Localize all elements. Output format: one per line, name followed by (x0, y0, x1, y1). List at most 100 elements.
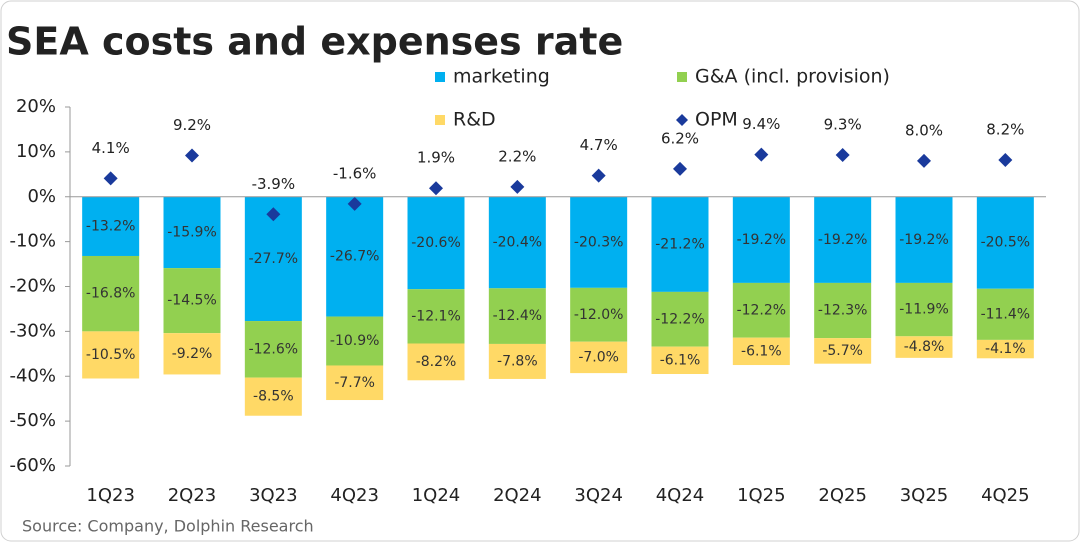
bar-segment (976, 288, 1034, 340)
data-label: -3.9% (252, 175, 296, 193)
data-label: -20.6% (411, 235, 461, 251)
legend-label: OPM (695, 109, 738, 131)
opm-marker (998, 152, 1013, 167)
bar-segment (407, 343, 465, 381)
data-label: -12.0% (574, 307, 624, 323)
bar-segment (326, 365, 384, 401)
y-tick-label: -30% (9, 320, 56, 341)
x-tick-label: 1Q25 (737, 485, 786, 506)
data-label: -13.2% (86, 218, 136, 234)
data-label: -20.5% (981, 235, 1031, 251)
bar-segment (814, 282, 872, 339)
opm-marker (266, 207, 281, 222)
data-label: 1.9% (417, 149, 455, 167)
opm-marker (510, 179, 525, 194)
legend-label: marketing (453, 66, 550, 88)
y-tick-label: -20% (9, 276, 56, 297)
data-label: -12.4% (493, 308, 543, 324)
data-label: -12.3% (818, 303, 868, 319)
legend-marker (676, 114, 688, 126)
opm-marker (185, 148, 199, 163)
opm-marker (673, 161, 687, 176)
data-label: -20.3% (574, 234, 624, 250)
legend-label: R&D (453, 109, 496, 131)
bar-segment (570, 341, 628, 374)
bar-segment (570, 196, 628, 288)
bar-segment (244, 377, 302, 416)
x-tick-label: 4Q23 (330, 485, 379, 506)
data-label: -20.4% (493, 235, 543, 251)
data-label: 8.2% (986, 120, 1024, 138)
data-label: -15.9% (167, 224, 217, 240)
opm-marker (429, 181, 443, 196)
data-label: -1.6% (333, 164, 377, 182)
opm-marker (835, 148, 850, 163)
data-label: -26.7% (330, 249, 380, 265)
x-tick-label: 4Q24 (656, 485, 705, 506)
opm-marker (917, 153, 931, 168)
bar-segment (895, 336, 953, 358)
data-label: -5.7% (822, 343, 863, 359)
bar-segment (82, 196, 140, 256)
opm-marker (591, 168, 606, 183)
bar-segment (895, 282, 953, 337)
bar-segment (976, 196, 1034, 289)
y-tick-label: 10% (16, 141, 56, 162)
bar-segment (82, 331, 140, 379)
source: Source: Company, Dolphin Research (22, 517, 314, 536)
data-label: -21.2% (655, 236, 705, 252)
x-tick-label: 3Q23 (249, 485, 298, 506)
y-tick-label: 0% (27, 186, 56, 207)
data-label: -10.5% (86, 347, 136, 363)
x-tick-label: 3Q25 (900, 485, 949, 506)
bar-segment (732, 196, 790, 283)
x-tick-label: 1Q23 (86, 485, 135, 506)
legend-marker (435, 115, 445, 125)
data-label: -11.9% (899, 302, 949, 318)
bar-segment (244, 321, 302, 378)
bar-segment (732, 282, 790, 338)
data-label: -9.2% (172, 346, 213, 362)
x-tick-label: 1Q24 (412, 485, 461, 506)
bar-segment (326, 316, 384, 366)
bar-segment (488, 343, 546, 379)
data-label: -12.2% (737, 302, 787, 318)
data-label: 2.2% (498, 147, 536, 165)
data-label: -27.7% (249, 251, 299, 267)
y-tick-label: 20% (16, 96, 56, 117)
legend-label: G&A (incl. provision) (695, 66, 890, 88)
x-tick-label: 3Q24 (574, 485, 623, 506)
data-label: 4.7% (580, 136, 618, 154)
data-label: -11.4% (981, 306, 1031, 322)
bar-segment (976, 339, 1034, 359)
data-label: -12.1% (411, 308, 461, 324)
data-label: -7.8% (497, 353, 538, 369)
data-label: -16.8% (86, 286, 136, 302)
data-label: 4.1% (92, 139, 130, 157)
data-label: -19.2% (737, 232, 787, 248)
legend-marker (435, 72, 445, 82)
data-label: 9.2% (173, 116, 211, 134)
bar-segment (895, 196, 953, 283)
opm-marker (347, 196, 362, 211)
data-label: 9.3% (824, 116, 862, 134)
data-label: -6.1% (741, 343, 782, 359)
bar-segment (407, 289, 465, 344)
data-label: 8.0% (905, 121, 943, 139)
data-label: -4.1% (985, 341, 1026, 357)
data-label: -7.7% (334, 375, 375, 391)
data-label: -19.2% (899, 232, 949, 248)
x-tick-label: 2Q24 (493, 485, 542, 506)
data-label: -12.6% (249, 341, 299, 357)
x-tick-label: 2Q23 (168, 485, 217, 506)
data-label: -8.2% (416, 354, 457, 370)
bar-segment (814, 196, 872, 283)
bar-segment (82, 255, 140, 332)
bar-segment (163, 268, 221, 334)
bar-segment (651, 291, 709, 347)
data-label: -4.8% (904, 339, 945, 355)
y-tick-label: -50% (9, 410, 56, 431)
x-tick-label: 4Q25 (981, 485, 1030, 506)
bar-segment (163, 196, 221, 269)
